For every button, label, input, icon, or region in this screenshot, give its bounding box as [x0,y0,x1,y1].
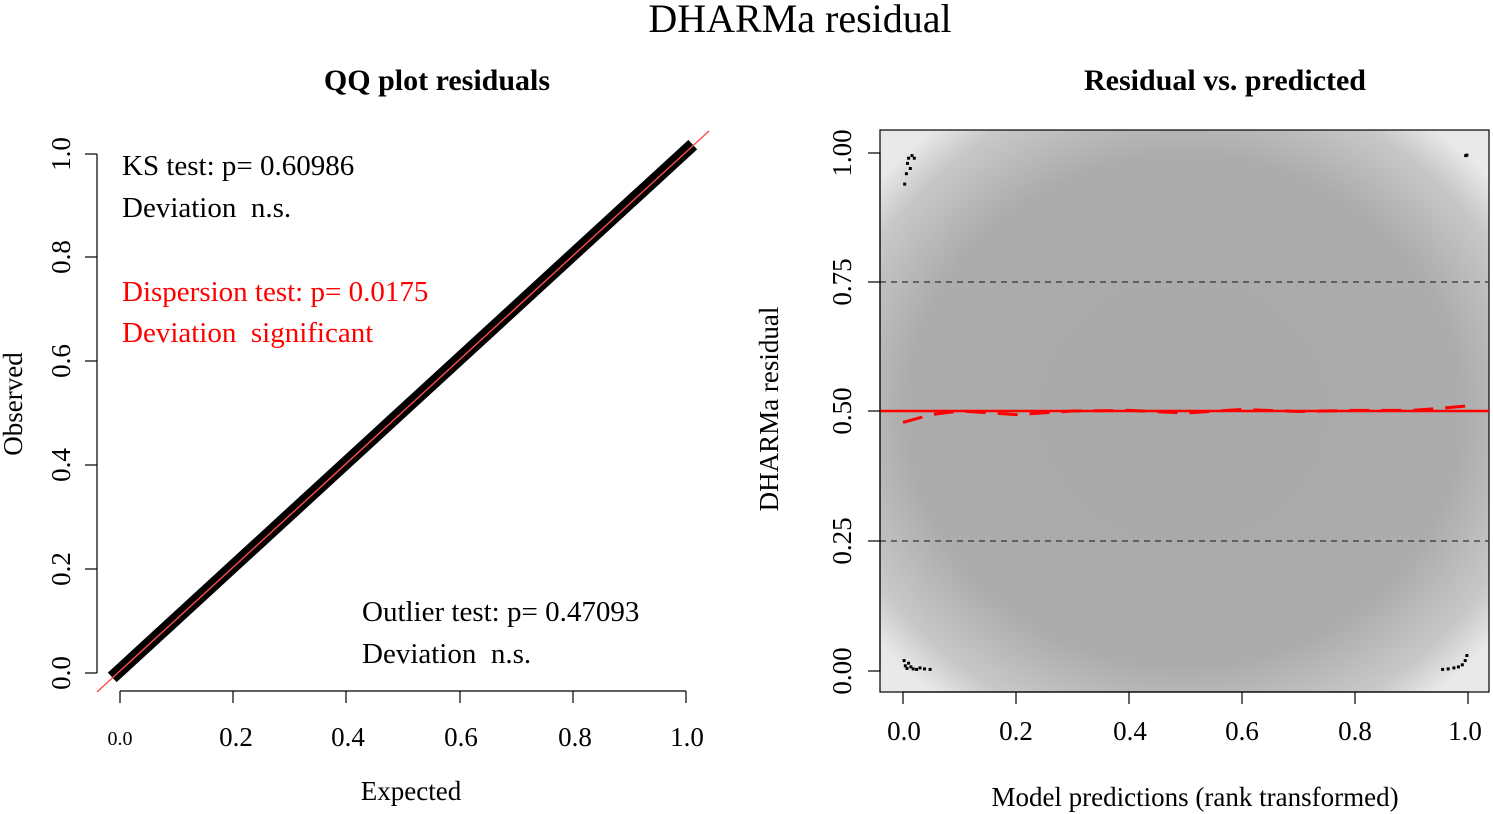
outlier-point [908,167,912,170]
outlier-point [923,667,926,671]
qq-x-tick-label: 0.0 [108,728,133,750]
outlier-point [1460,663,1464,667]
resid-x-tick-label: 0.4 [1113,716,1147,746]
outlier-deviation-text: Deviation n.s. [362,638,531,670]
qq-title: QQ plot residuals [324,64,550,97]
outlier-point [903,182,907,186]
qq-y-axis-label: Observed [0,352,28,456]
outlier-point [905,666,909,670]
dispersion-test-text: Dispersion test: p= 0.0175 [122,276,428,308]
outlier-point [903,664,907,668]
outlier-point [910,154,914,158]
qq-x-tick-label: 0.6 [444,722,478,752]
qq-x-tick-label: 1.0 [670,722,704,752]
resid-x-tick-label: 0.8 [1338,716,1372,746]
qq-x-tick-label: 0.4 [331,722,365,752]
qq-y-tick-label: 0.6 [46,344,76,378]
outlier-point [907,661,911,665]
figure-title: DHARMa residual [648,0,951,41]
resid-y-tick-label: 0.75 [827,258,857,305]
outlier-test-text: Outlier test: p= 0.47093 [362,596,639,628]
qq-y-tick-label: 1.0 [46,137,76,171]
qq-y-tick-label: 0.4 [46,448,76,482]
outlier-points [902,153,1469,671]
qq-y-tick-label: 0.2 [46,552,76,586]
outlier-point [1441,667,1445,671]
outlier-point [904,172,908,176]
outlier-point [912,156,916,160]
resid-x-tick-label: 0.6 [1225,716,1259,746]
qq-x-axis: 0.0 0.2 0.4 0.6 0.8 1.0 Expected [108,690,704,806]
outlier-point [1456,665,1460,669]
resid-y-tick-label: 0.50 [827,387,857,434]
outlier-point [918,666,922,670]
qq-y-tick-label: 0.0 [46,656,76,690]
ks-test-text: KS test: p= 0.60986 [122,150,354,182]
ks-deviation-text: Deviation n.s. [122,192,291,224]
outlier-point [902,659,906,663]
resid-y-tick-label: 0.25 [827,517,857,564]
outlier-point [1465,153,1469,157]
resid-y-axis: 0.00 0.25 0.50 0.75 1.00 DHARMa residual [754,129,881,695]
resid-title: Residual vs. predicted [1084,64,1366,97]
resid-x-tick-label: 1.0 [1448,716,1482,746]
outlier-point [911,667,915,671]
resid-panel: Residual vs. predicted 0.0 0.2 0.4 0.6 0… [754,64,1490,812]
qq-reference-line [96,130,710,693]
dispersion-deviation-text: Deviation significant [122,317,373,349]
outlier-point [1446,667,1450,671]
outlier-point [907,156,911,160]
outlier-point [906,161,909,165]
outlier-point [928,667,932,671]
qq-x-axis-label: Expected [361,776,462,806]
resid-y-tick-label: 1.00 [827,129,857,176]
resid-y-tick-label: 0.00 [827,647,857,694]
outlier-point [1465,654,1469,657]
resid-x-tick-label: 0.0 [887,716,921,746]
qq-y-axis: 0.0 0.2 0.4 0.6 0.8 1.0 Observed [0,137,98,690]
outlier-point [909,665,913,669]
qq-y-tick-label: 0.8 [46,240,76,274]
qq-x-tick-label: 0.2 [219,722,253,752]
outlier-point [1463,659,1467,663]
qq-x-tick-label: 0.8 [558,722,592,752]
resid-y-axis-label: DHARMa residual [754,307,784,512]
resid-x-axis: 0.0 0.2 0.4 0.6 0.8 1.0 Model prediction… [887,691,1482,812]
resid-x-axis-label: Model predictions (rank transformed) [991,782,1398,812]
resid-x-tick-label: 0.2 [999,716,1033,746]
outlier-point [915,667,919,671]
outlier-point [1452,666,1456,670]
qq-panel: QQ plot residuals 0.0 0.2 0.4 0.6 0.8 1.… [0,64,710,806]
